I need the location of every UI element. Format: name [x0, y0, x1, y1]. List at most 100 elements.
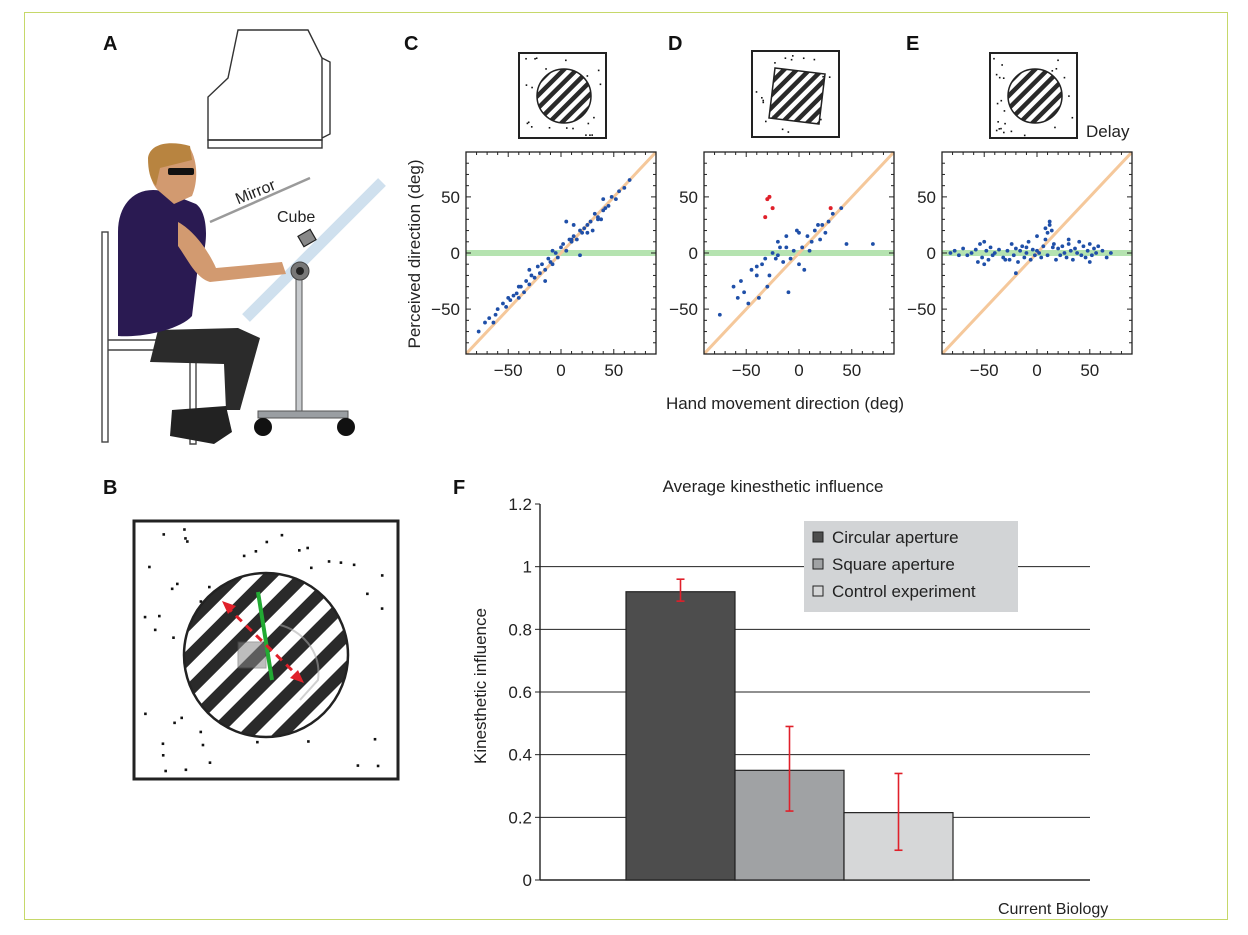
data-point — [1060, 244, 1065, 249]
random-dot — [525, 57, 527, 60]
y-tick-label: 0 — [523, 871, 532, 890]
data-point — [1094, 251, 1099, 255]
random-dot — [525, 84, 528, 86]
x-tick-label: −50 — [970, 361, 999, 380]
data-point — [504, 304, 509, 309]
random-dot — [339, 561, 343, 564]
data-point — [1070, 257, 1075, 262]
y-tick-label: −50 — [669, 300, 698, 319]
data-point — [1028, 257, 1033, 262]
data-point — [501, 301, 505, 306]
outlier-point — [767, 194, 772, 199]
data-point — [961, 246, 966, 251]
random-dot — [242, 554, 246, 558]
data-point — [763, 256, 768, 261]
data-point — [1062, 251, 1067, 255]
random-dot — [1000, 99, 1003, 102]
data-point — [1043, 237, 1048, 242]
data-point — [613, 197, 618, 202]
data-point — [980, 255, 985, 260]
random-dot — [172, 636, 175, 639]
data-point — [818, 237, 823, 242]
data-point — [807, 248, 812, 253]
data-point — [749, 267, 754, 272]
random-dot — [1054, 126, 1056, 129]
data-point — [1100, 248, 1105, 253]
data-point — [1087, 260, 1092, 264]
x-tick-label: −50 — [732, 361, 761, 380]
data-point — [580, 230, 585, 235]
panel-label-c: C — [404, 33, 418, 55]
data-point — [1066, 242, 1071, 246]
random-dot — [995, 73, 998, 76]
grating-stripe — [447, 0, 527, 59]
random-dot — [527, 121, 530, 124]
data-point — [535, 264, 540, 269]
viewing-surface — [242, 178, 386, 322]
data-point — [1003, 257, 1008, 262]
data-point — [1051, 242, 1056, 246]
random-dot — [201, 743, 205, 747]
data-point — [599, 217, 604, 222]
data-point — [797, 262, 801, 267]
identity-line — [466, 152, 656, 354]
data-point — [1092, 246, 1096, 251]
data-point — [805, 234, 810, 239]
data-point — [1045, 230, 1050, 235]
random-dot — [1023, 134, 1026, 137]
data-point — [731, 284, 736, 289]
data-point — [739, 279, 743, 283]
random-dot — [199, 730, 203, 734]
panel-label-f: F — [453, 477, 465, 499]
data-point — [601, 197, 606, 202]
x-tick-label: 0 — [556, 361, 565, 380]
data-point — [986, 257, 991, 262]
random-dot — [208, 585, 211, 589]
random-dot — [545, 68, 547, 70]
random-dot — [828, 76, 831, 78]
data-point — [948, 251, 953, 255]
data-point — [550, 248, 555, 253]
random-dot — [762, 101, 765, 104]
grating-stripe — [0, 288, 116, 505]
random-dot — [265, 540, 269, 544]
data-point — [622, 186, 627, 190]
random-dot — [998, 128, 1001, 130]
random-dot — [254, 550, 258, 553]
figure-frame — [24, 12, 1228, 920]
data-point — [1073, 246, 1077, 251]
y-tick-label: 1 — [523, 558, 532, 577]
data-point — [627, 178, 632, 182]
outlier-point — [763, 215, 768, 220]
data-point — [717, 312, 722, 317]
data-point — [839, 206, 844, 211]
random-dot — [997, 121, 999, 123]
random-dot — [822, 75, 824, 78]
x-tick-label: 50 — [604, 361, 623, 380]
random-dot — [790, 58, 793, 61]
x-tick-label: 50 — [1080, 361, 1099, 380]
y-tick-label: 0 — [927, 244, 936, 263]
data-point — [537, 271, 542, 276]
random-dot — [1010, 130, 1013, 133]
legend-swatch — [812, 585, 824, 597]
random-dot — [774, 62, 776, 64]
arrow-head-right — [290, 670, 304, 683]
mirror-label: Mirror — [233, 177, 279, 209]
random-dot — [186, 540, 189, 543]
data-point — [982, 239, 987, 244]
setup-illustration: Mirror Cube — [101, 29, 386, 445]
data-point — [617, 189, 621, 194]
random-dot — [565, 127, 568, 129]
grating-stripe — [769, 68, 825, 124]
inset-delay-control: Delay — [989, 52, 1130, 141]
random-dot — [199, 600, 203, 603]
bar — [625, 591, 736, 881]
data-point — [574, 237, 579, 242]
inset-square-aperture — [751, 50, 840, 138]
scatter-plot-delay: −50 0 50 50 0 −50 — [907, 151, 1133, 380]
grating-stripe — [769, 68, 824, 123]
y-tick-label: 0.4 — [508, 746, 532, 765]
data-point — [527, 267, 532, 272]
